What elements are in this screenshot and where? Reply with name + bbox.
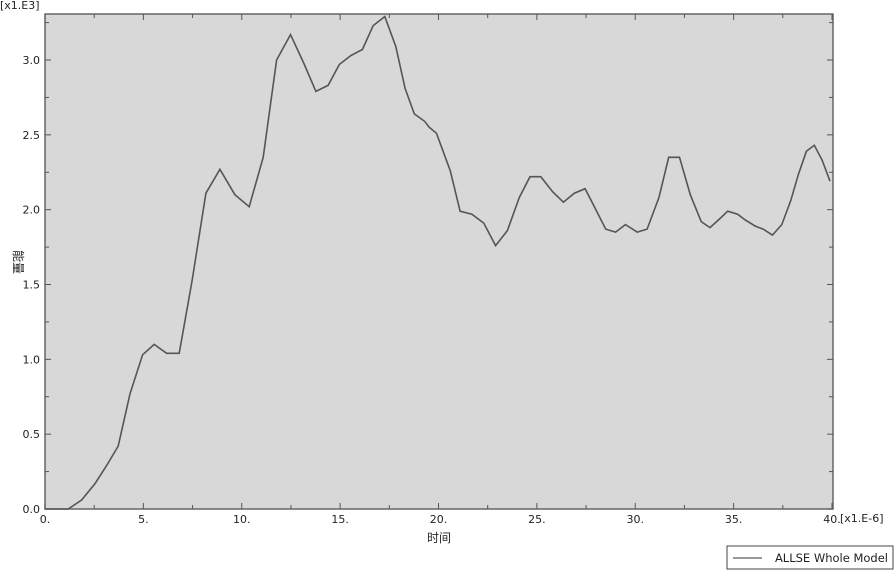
y-tick-label: 0.5 [23, 428, 41, 441]
y-tick-label: 2.5 [23, 129, 41, 142]
y-tick-label: 0.0 [23, 503, 41, 516]
x-tick-label: 20. [430, 513, 448, 526]
legend-box [726, 545, 894, 570]
y-tick-label: 2.0 [23, 204, 41, 217]
y-tick-label: 1.0 [23, 353, 41, 366]
x-tick-label: 35. [725, 513, 743, 526]
x-tick-label: 30. [627, 513, 645, 526]
y-tick-label: 3.0 [23, 54, 41, 67]
y-tick-label: 1.5 [23, 279, 41, 292]
y-axis-label: 能量 [11, 250, 25, 274]
axis-ticks [44, 14, 833, 510]
legend: ALLSE Whole Model [726, 545, 894, 570]
x-axis-label: 时间 [427, 531, 451, 545]
series-line-allse [45, 15, 831, 510]
x-tick-label: 0. [40, 513, 51, 526]
x-tick-label: 5. [138, 513, 149, 526]
legend-label: ALLSE Whole Model [775, 551, 888, 565]
axis-tick-labels: 0. 5. 10. 15. 20. 25. 30. 35. 40. 0.0 0.5 1.0 1.5 2.0… [23, 54, 841, 526]
x-tick-label: 40. [823, 513, 841, 526]
x-tick-label: 15. [331, 513, 349, 526]
y-multiplier: [x1.E3] [0, 0, 40, 12]
x-tick-label: 10. [233, 513, 251, 526]
x-tick-label: 25. [528, 513, 546, 526]
x-multiplier: [x1.E-6] [840, 512, 884, 525]
plot-area [44, 13, 834, 510]
